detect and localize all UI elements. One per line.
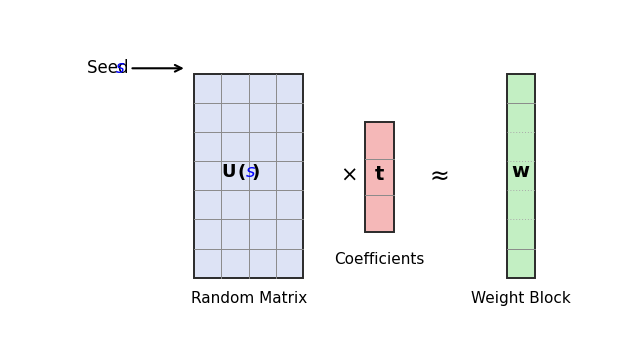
Text: Coefficients: Coefficients xyxy=(334,252,425,267)
Text: $\mathbf{w}$: $\mathbf{w}$ xyxy=(511,162,531,181)
Text: Seed: Seed xyxy=(88,59,134,77)
Text: $s$: $s$ xyxy=(245,163,256,181)
Bar xyxy=(365,122,394,232)
Bar xyxy=(507,73,535,278)
Text: $\mathbf{(}$: $\mathbf{(}$ xyxy=(237,162,246,182)
Text: Weight Block: Weight Block xyxy=(471,291,571,306)
Text: $\mathbf{U}$: $\mathbf{U}$ xyxy=(221,163,236,181)
Text: $\mathbf{t}$: $\mathbf{t}$ xyxy=(374,165,385,184)
Bar xyxy=(194,73,303,278)
Text: s: s xyxy=(116,59,125,77)
Text: Random Matrix: Random Matrix xyxy=(191,291,307,306)
Text: $\times$: $\times$ xyxy=(339,164,356,184)
Text: $\approx$: $\approx$ xyxy=(425,162,449,186)
Text: $\mathbf{)}$: $\mathbf{)}$ xyxy=(251,162,260,182)
